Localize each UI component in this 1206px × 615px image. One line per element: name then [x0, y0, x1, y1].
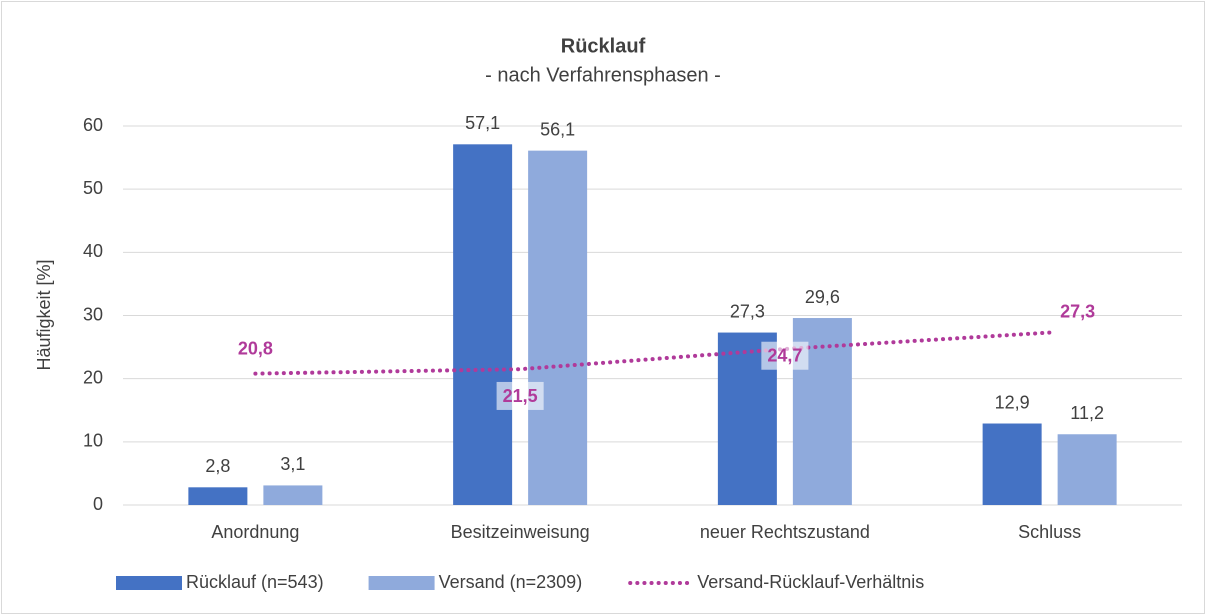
label-background: [761, 341, 809, 370]
y-tick-label: 50: [83, 178, 103, 198]
line-series: [253, 330, 1052, 376]
bar: [982, 423, 1042, 505]
legend-swatch: [368, 576, 435, 590]
bar-value-label: 27,3: [730, 301, 765, 321]
bar-value-label: 3,1: [280, 454, 305, 474]
legend-label: Versand (n=2309): [439, 572, 583, 592]
bar: [528, 150, 588, 505]
y-tick-label: 0: [93, 494, 103, 514]
y-tick-label: 40: [83, 241, 103, 261]
bar: [453, 144, 513, 505]
bar: [188, 487, 248, 505]
y-tick-label: 60: [83, 115, 103, 135]
bar-value-label: 56,1: [540, 119, 575, 139]
y-tick-label: 20: [83, 367, 103, 387]
x-tick-label: Anordnung: [211, 522, 299, 542]
chart-subtitle: - nach Verfahrensphasen -: [485, 64, 721, 86]
bar-value-label: 2,8: [205, 456, 230, 476]
line-value-label: 27,3: [1060, 301, 1095, 321]
line-value-label: 21,5: [503, 386, 538, 406]
chart-title: Rücklauf: [561, 35, 646, 57]
bar-value-label: 11,2: [1070, 403, 1104, 423]
legend-label: Rücklauf (n=543): [186, 572, 324, 592]
x-tick-label: Schluss: [1018, 522, 1081, 542]
y-tick-label: 10: [83, 431, 103, 451]
bar: [1057, 434, 1117, 505]
y-axis-label: Häufigkeit [%]: [34, 259, 54, 370]
line-value-label: 20,8: [238, 338, 273, 358]
bar: [263, 485, 323, 505]
y-tick-label: 30: [83, 304, 103, 324]
x-tick-label: Besitzeinweisung: [451, 522, 590, 542]
bar-value-label: 29,6: [805, 287, 840, 307]
x-tick-label: neuer Rechtszustand: [700, 522, 870, 542]
line-value-label: 24,7: [767, 346, 802, 366]
bar-value-label: 12,9: [995, 392, 1030, 412]
legend-swatch: [116, 576, 182, 590]
legend-label: Versand-Rücklauf-Verhältnis: [697, 572, 924, 592]
label-background: [496, 381, 544, 410]
bar-value-label: 57,1: [465, 113, 500, 133]
